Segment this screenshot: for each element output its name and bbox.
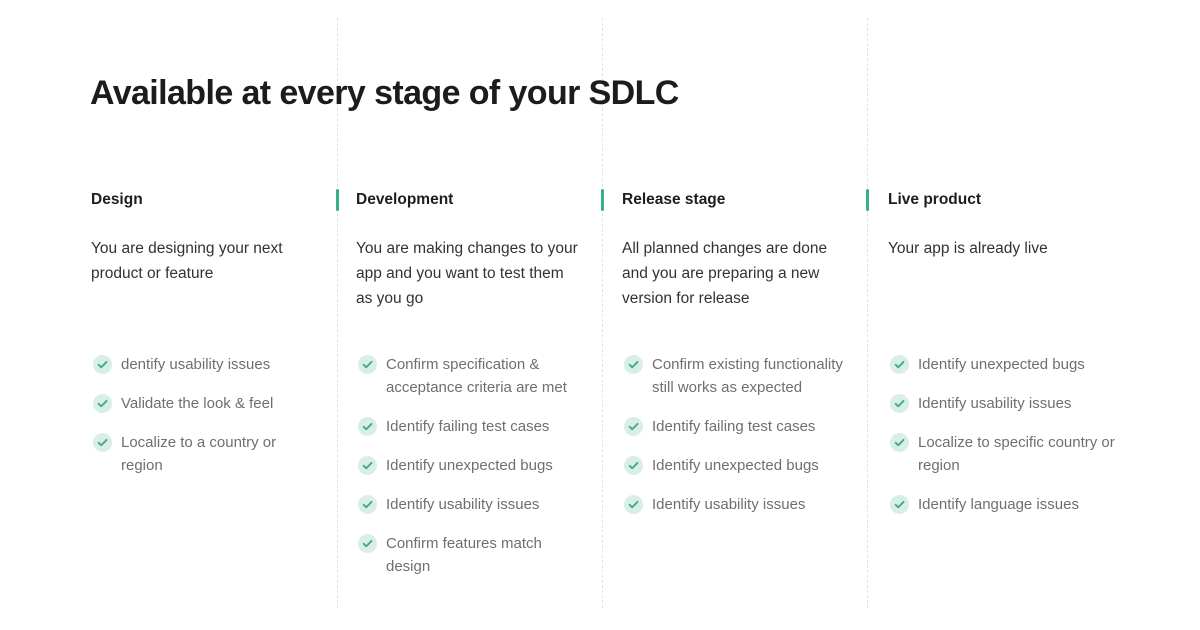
checklist: Confirm existing functionality still wor…	[622, 353, 848, 516]
column-title: Live product	[888, 191, 982, 208]
checklist-item: Validate the look & feel	[91, 392, 313, 415]
checklist-item: Identify usability issues	[888, 392, 1120, 415]
checklist-item-label: Localize to specific country or region	[918, 434, 1115, 474]
check-icon	[890, 355, 909, 374]
check-icon	[890, 433, 909, 452]
checklist-item: Identify failing test cases	[356, 415, 580, 438]
column-divider	[337, 18, 338, 608]
check-icon	[624, 355, 643, 374]
accent-tick	[336, 189, 339, 211]
check-icon	[890, 394, 909, 413]
check-icon	[624, 495, 643, 514]
page-title: Available at every stage of your SDLC	[90, 74, 679, 112]
column-description: All planned changes are done and you are…	[622, 240, 828, 307]
column-title: Development	[356, 191, 454, 208]
checklist-item: Identify failing test cases	[622, 415, 848, 438]
checklist-item: Localize to specific country or region	[888, 431, 1120, 477]
checklist-item: Identify unexpected bugs	[356, 454, 580, 477]
checklist-item: Identify language issues	[888, 493, 1120, 516]
column-title: Design	[91, 191, 143, 208]
checklist-item-label: Identify usability issues	[652, 496, 806, 513]
check-icon	[358, 417, 377, 436]
check-icon	[358, 534, 377, 553]
check-icon	[93, 394, 112, 413]
checklist-item: Localize to a country or region	[91, 431, 313, 477]
checklist-item-label: Identify failing test cases	[652, 418, 816, 435]
checklist-item: Identify unexpected bugs	[888, 353, 1120, 376]
checklist: Identify unexpected bugs Identify usabil…	[888, 353, 1120, 516]
checklist-item-label: Identify usability issues	[386, 496, 540, 513]
check-icon	[358, 495, 377, 514]
checklist: Confirm specification & acceptance crite…	[356, 353, 580, 578]
column-divider	[867, 18, 868, 608]
checklist-item: Confirm features match design	[356, 532, 580, 578]
check-icon	[93, 433, 112, 452]
checklist-item-label: Identify unexpected bugs	[652, 457, 819, 474]
column-title: Release stage	[622, 191, 726, 208]
checklist-item-label: Validate the look & feel	[121, 395, 274, 412]
column-description: You are making changes to your app and y…	[356, 240, 578, 307]
check-icon	[93, 355, 112, 374]
column-release-stage: Release stage All planned changes are do…	[622, 190, 848, 532]
checklist-item-label: Identify usability issues	[918, 395, 1072, 412]
checklist-item-label: Localize to a country or region	[121, 434, 277, 474]
column-description: You are designing your next product or f…	[91, 240, 283, 282]
column-divider	[602, 18, 603, 608]
checklist-item: dentify usability issues	[91, 353, 313, 376]
checklist-item-label: Confirm features match design	[386, 535, 542, 575]
column-description: Your app is already live	[888, 240, 1048, 257]
checklist: dentify usability issues Validate the lo…	[91, 353, 313, 477]
checklist-item-label: Identify unexpected bugs	[918, 356, 1085, 373]
check-icon	[624, 456, 643, 475]
check-icon	[358, 355, 377, 374]
accent-tick	[601, 189, 604, 211]
accent-tick	[866, 189, 869, 211]
checklist-item: Confirm specification & acceptance crite…	[356, 353, 580, 399]
checklist-item: Identify usability issues	[622, 493, 848, 516]
checklist-item-label: dentify usability issues	[121, 356, 271, 373]
check-icon	[890, 495, 909, 514]
check-icon	[624, 417, 643, 436]
checklist-item-label: Identify language issues	[918, 496, 1079, 513]
checklist-item-label: Identify failing test cases	[386, 418, 550, 435]
checklist-item-label: Identify unexpected bugs	[386, 457, 553, 474]
checklist-item: Confirm existing functionality still wor…	[622, 353, 848, 399]
column-development: Development You are making changes to yo…	[356, 190, 580, 594]
checklist-item: Identify usability issues	[356, 493, 580, 516]
checklist-item-label: Confirm existing functionality still wor…	[652, 356, 843, 396]
checklist-item: Identify unexpected bugs	[622, 454, 848, 477]
checklist-item-label: Confirm specification & acceptance crite…	[386, 356, 567, 396]
check-icon	[358, 456, 377, 475]
column-live-product: Live product Your app is already live Id…	[888, 190, 1120, 532]
column-design: Design You are designing your next produ…	[91, 190, 313, 493]
